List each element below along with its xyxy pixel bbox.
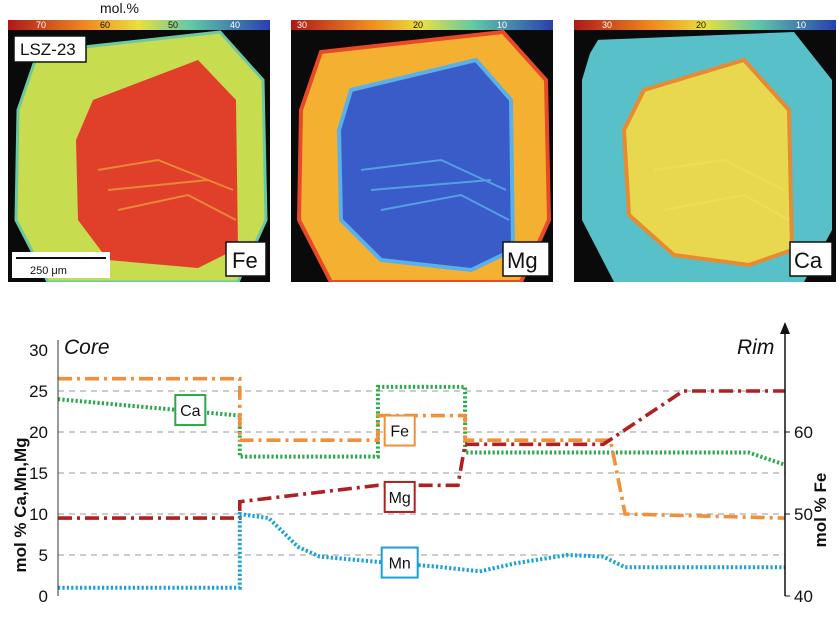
series-labels: Ca Fe Mg Mn — [174, 394, 419, 579]
series-label-box-mn — [380, 546, 419, 579]
fe-tick-2: 50 — [168, 20, 178, 30]
mg-element-box — [502, 241, 550, 277]
map-panel-mg: 30 20 10 Mg — [291, 20, 553, 282]
grid-lines — [58, 390, 785, 556]
series-line-mn — [58, 511, 785, 590]
right-axis-arrow — [780, 322, 790, 334]
series-label-mn: Mn — [389, 556, 411, 573]
mg-element-label: Mg — [507, 248, 538, 273]
scale-bar-box — [12, 252, 110, 278]
left-tick-label: 15 — [29, 464, 48, 483]
axes: 0 5 10 15 20 25 30 40 50 60 — [29, 322, 813, 606]
mol-percent-label: mol.% — [100, 0, 139, 16]
fe-map-image: 70 60 50 40 LSZ-23 250 μm Fe — [8, 20, 270, 282]
right-tick-label: 50 — [794, 505, 813, 524]
right-tick-label: 40 — [794, 587, 813, 606]
ca-map-image: 30 20 10 Ca — [574, 20, 836, 282]
right-axis-title: mol % Fe — [811, 473, 830, 548]
mg-tick-2: 10 — [497, 20, 507, 30]
fe-tick-0: 70 — [36, 20, 46, 30]
left-axis-title: mol % Ca,Mn,Mg — [11, 437, 30, 572]
profile-chart: 0 5 10 15 20 25 30 40 50 60 Ca Fe Mg Mn Core Rim mol… — [11, 322, 830, 606]
ca-element-box — [789, 241, 833, 277]
series-line-mg — [58, 389, 785, 520]
fe-tick-3: 40 — [230, 20, 240, 30]
fe-tick-1: 60 — [100, 20, 110, 30]
ca-tick-2: 10 — [796, 20, 806, 30]
series-label-mg: Mg — [389, 490, 411, 507]
map-panel-fe: 70 60 50 40 LSZ-23 250 μm Fe — [8, 20, 270, 282]
left-tick-label: 20 — [29, 423, 48, 442]
ca-tick-1: 20 — [696, 20, 706, 30]
series-label-box-fe — [383, 414, 416, 447]
series-label-ca: Ca — [180, 403, 201, 420]
scale-bar-label: 250 μm — [30, 265, 67, 277]
core-label: Core — [64, 336, 110, 359]
ca-element-label: Ca — [794, 248, 823, 273]
left-tick-label: 0 — [39, 587, 48, 606]
mg-tick-1: 20 — [413, 20, 423, 30]
series-label-box-ca — [174, 394, 207, 427]
ca-tick-0: 30 — [602, 20, 612, 30]
mg-tick-0: 30 — [297, 20, 307, 30]
mg-map-core-zone — [339, 60, 513, 270]
series-lines — [57, 376, 786, 590]
fe-element-label: Fe — [232, 248, 258, 273]
left-tick-label: 5 — [39, 546, 48, 565]
rim-label: Rim — [737, 336, 774, 359]
series-line-fe — [58, 376, 786, 520]
fe-element-box — [225, 241, 267, 277]
left-tick-label: 10 — [29, 505, 48, 524]
series-line-ca — [57, 384, 786, 467]
right-tick-label: 60 — [794, 423, 813, 442]
left-tick-label: 25 — [29, 382, 48, 401]
sample-label-box — [13, 35, 87, 63]
mg-map-image: 30 20 10 Mg — [291, 20, 553, 282]
series-label-fe: Fe — [390, 424, 409, 441]
left-tick-label: 30 — [29, 341, 48, 360]
fe-map-core-zone — [76, 60, 238, 268]
series-label-box-mg — [383, 480, 416, 513]
sample-label: LSZ-23 — [20, 40, 76, 59]
map-panel-ca: 30 20 10 Ca — [574, 20, 836, 282]
